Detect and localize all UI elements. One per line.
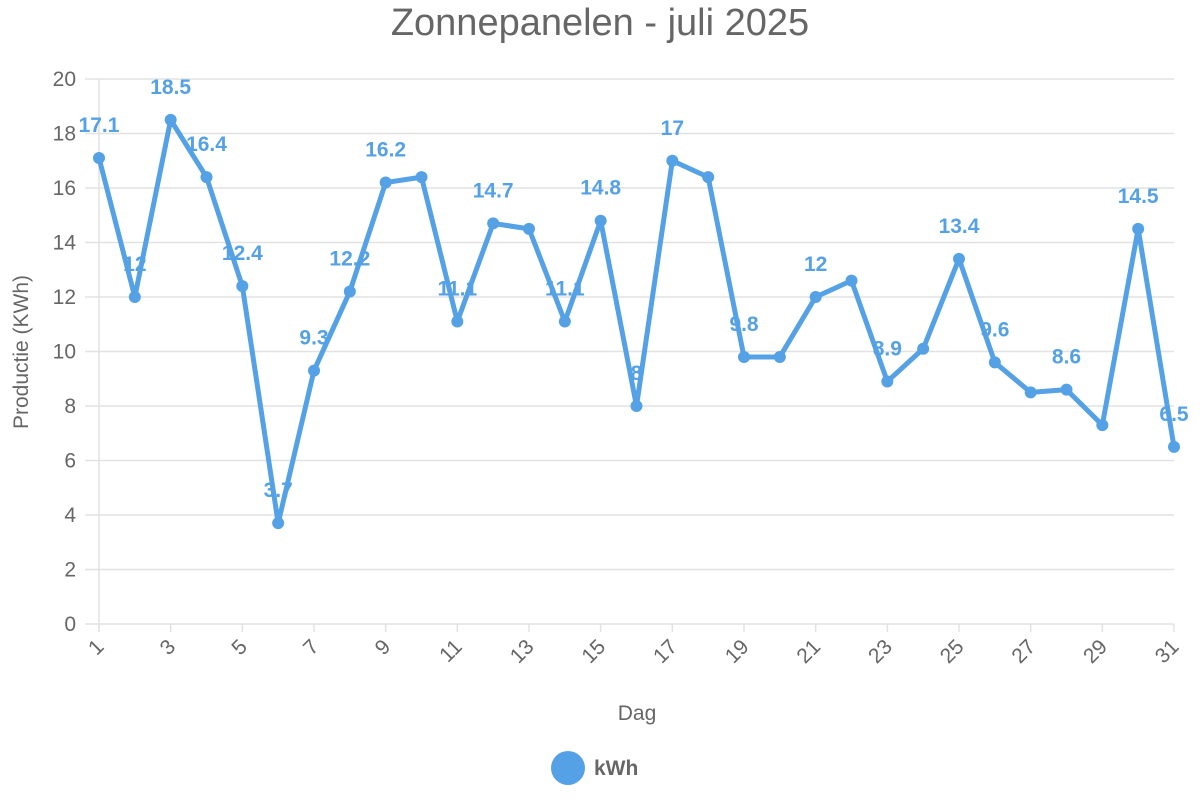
x-tick-label: 3 [156,635,181,660]
data-point[interactable] [773,350,786,363]
data-point[interactable] [917,342,930,355]
x-axis-ticks: 1 3 5 7 9 11 13 15 17 19 21 23 25 27 29 31 [84,624,1184,668]
x-tick-label: 27 [1007,635,1040,668]
data-point[interactable] [451,315,464,328]
data-point[interactable] [953,252,965,265]
data-label: 6.5 [1159,403,1189,426]
data-point[interactable] [881,375,894,388]
x-tick-label: 7 [299,635,324,660]
data-point[interactable] [1060,383,1073,396]
data-point[interactable] [379,176,392,189]
data-point[interactable] [558,315,571,328]
data-label: 17 [661,117,684,140]
y-tick-label: 12 [53,286,76,309]
data-point[interactable] [343,285,356,298]
data-point[interactable] [594,214,607,227]
y-axis-title: Productie (KWh) [10,275,33,429]
data-label: 12 [123,253,146,276]
data-point[interactable] [1096,419,1109,432]
data-point[interactable] [487,217,500,230]
x-tick-label: 1 [84,635,109,660]
data-point[interactable] [164,113,177,126]
data-point[interactable] [738,350,750,363]
legend-marker [551,751,585,785]
data-label: 9.8 [729,313,759,336]
data-point[interactable] [845,274,858,287]
data-point[interactable] [523,222,535,235]
y-axis-ticks: 0 2 4 6 8 10 12 14 16 18 20 [53,68,77,636]
data-point[interactable] [1132,222,1145,235]
data-point[interactable] [415,171,428,184]
x-axis-title: Dag [618,702,657,725]
data-label: 16.4 [186,133,227,156]
data-point[interactable] [988,356,1001,369]
data-label: 13.4 [939,215,980,238]
x-tick-label: 13 [506,635,539,668]
data-point[interactable] [93,152,105,165]
y-tick-label: 20 [53,68,76,91]
y-tick-label: 0 [64,613,76,636]
data-label: 8.6 [1052,346,1081,369]
data-point[interactable] [630,400,643,412]
y-tick-label: 18 [53,123,76,146]
chart-title: Zonnepanelen - juli 2025 [391,2,809,44]
data-label: 12.4 [222,242,263,265]
data-label: 16.2 [365,139,406,162]
data-label: 17.1 [79,114,120,137]
data-point[interactable] [128,291,141,303]
x-tick-label: 11 [435,635,467,667]
x-tick-label: 15 [577,635,610,668]
y-tick-label: 6 [64,450,76,473]
x-tick-label: 17 [649,635,682,668]
series-kwh [93,113,1180,530]
x-tick-label: 5 [227,635,252,660]
data-point[interactable] [200,171,213,184]
data-label: 14.7 [473,179,514,202]
legend-label: kWh [594,757,638,780]
data-label: 8.9 [873,337,902,360]
y-tick-label: 2 [64,559,76,582]
data-label: 11.1 [545,278,585,301]
data-point[interactable] [236,280,249,293]
data-label: 9.3 [299,327,328,350]
data-point[interactable] [308,364,320,377]
x-tick-label: 31 [1151,635,1184,668]
y-tick-label: 14 [53,232,77,255]
data-label: 3.7 [264,479,293,502]
data-label: 14.5 [1118,185,1159,208]
data-label: 12 [804,253,827,276]
data-label: 12.2 [329,248,370,271]
y-tick-label: 8 [64,395,76,418]
x-tick-label: 23 [864,635,897,668]
data-label: 9.6 [980,318,1009,341]
y-tick-label: 4 [64,504,76,527]
data-point[interactable] [666,154,679,167]
x-tick-label: 25 [936,635,969,668]
x-tick-label: 29 [1079,635,1112,668]
data-point[interactable] [809,291,822,303]
gridlines [85,78,1174,632]
data-point[interactable] [702,171,715,184]
data-label: 18.5 [150,76,191,99]
x-tick-label: 9 [371,635,396,660]
data-point[interactable] [272,517,285,530]
legend[interactable]: kWh [551,751,638,785]
data-label: 8 [631,362,643,385]
data-label: 11.1 [437,278,477,301]
y-tick-label: 10 [53,341,76,364]
data-point[interactable] [1024,386,1037,399]
y-tick-label: 16 [53,177,76,200]
data-point[interactable] [1168,440,1180,453]
data-label: 14.8 [580,177,621,200]
x-tick-label: 21 [792,635,825,668]
series-line [96,117,1177,526]
x-tick-label: 19 [721,635,754,668]
data-labels: 17.1 12 18.5 16.4 12.4 3.7 9.3 12.2 16.2 11.1 14.7… [79,76,1189,502]
